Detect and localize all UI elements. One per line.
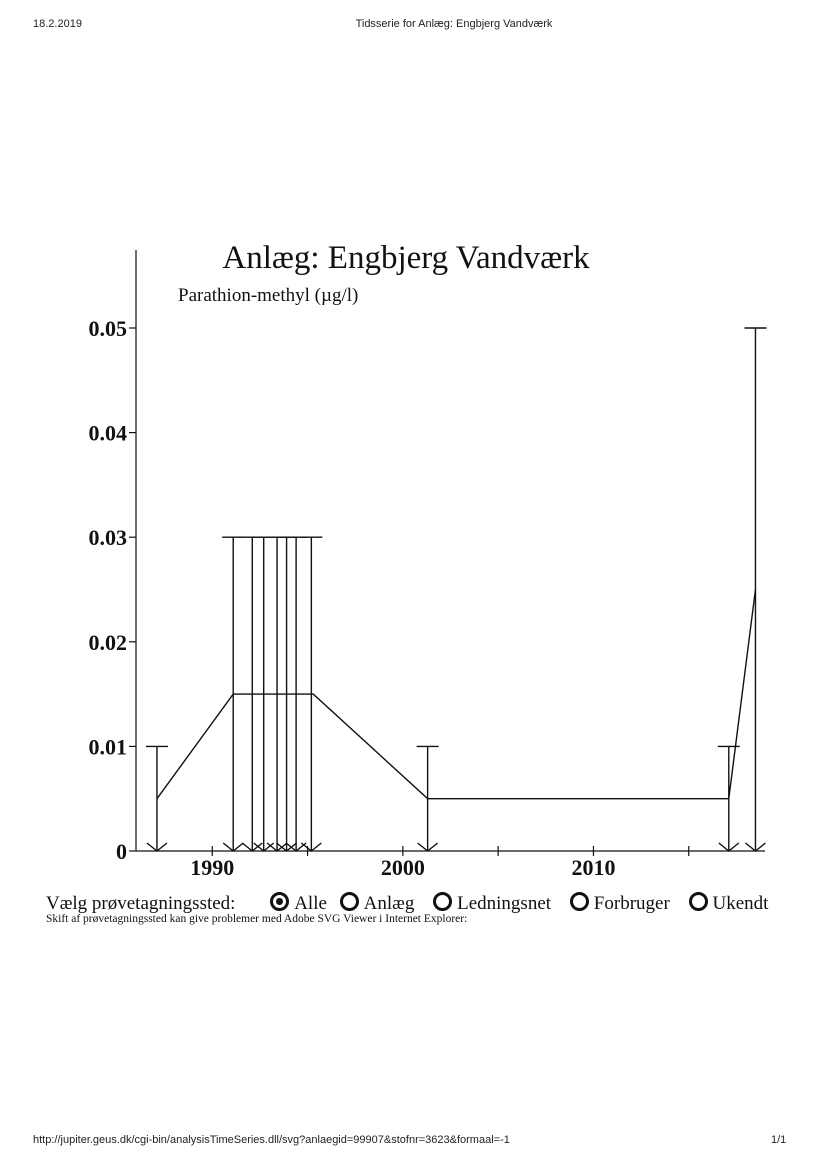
chart-title: Anlæg: Engbjerg Vandværk — [222, 240, 590, 276]
option-label: Forbruger — [593, 893, 670, 914]
y-tick-label: 0.05 — [89, 316, 128, 341]
print-page-number: 1/1 — [771, 1134, 787, 1146]
option-alle[interactable]: Alle — [270, 892, 327, 915]
option-anlaeg[interactable]: Anlæg — [339, 892, 415, 915]
radio-icon[interactable] — [569, 892, 589, 911]
below-detection-arrow — [146, 842, 168, 852]
y-tick-label: 0.04 — [89, 421, 128, 446]
option-forbruger[interactable]: Forbruger — [569, 892, 670, 915]
selector-label: Vælg prøvetagningssted: — [46, 893, 236, 914]
below-detection-arrow — [417, 842, 439, 852]
x-tick-label: 1990 — [190, 855, 234, 880]
y-tick-label: 0.03 — [89, 525, 128, 550]
below-detection-arrow — [241, 842, 263, 852]
below-detection-arrow — [718, 842, 740, 852]
option-ukendt[interactable]: Ukendt — [688, 892, 769, 915]
x-tick-label: 2010 — [571, 855, 615, 880]
option-ledningsnet[interactable]: Ledningsnet — [433, 892, 551, 915]
option-label: Alle — [294, 893, 327, 914]
selector-note: Skift af prøvetagningssted kan give prob… — [46, 913, 468, 925]
below-detection-arrow — [222, 842, 244, 852]
sampling-site-selector: Vælg prøvetagningssted: Alle Anlæg Ledni… — [46, 892, 782, 915]
y-tick-label: 0.02 — [89, 630, 128, 655]
option-label: Ukendt — [712, 893, 769, 914]
series-line — [156, 589, 757, 800]
option-label: Ledningsnet — [457, 893, 552, 914]
below-detection-arrow — [266, 842, 288, 852]
y-axis-label: Parathion-methyl (µg/l) — [178, 285, 358, 306]
radio-icon[interactable] — [433, 892, 453, 911]
x-tick-label: 2000 — [381, 855, 425, 880]
y-tick-label: 0 — [116, 839, 127, 864]
below-detection-arrow — [300, 842, 322, 852]
below-detection-arrow — [745, 842, 766, 852]
y-tick-label: 0.01 — [89, 734, 128, 759]
option-label: Anlæg — [363, 893, 415, 914]
radio-selected-icon[interactable] — [270, 892, 290, 911]
below-detection-arrow — [285, 842, 307, 852]
below-detection-arrow — [276, 842, 298, 852]
radio-icon[interactable] — [339, 892, 359, 911]
print-url: http://jupiter.geus.dk/cgi-bin/analysisT… — [33, 1134, 510, 1146]
print-date: 18.2.2019 — [33, 18, 82, 30]
print-page-title: Tidsserie for Anlæg: Engbjerg Vandværk — [355, 18, 553, 30]
radio-icon[interactable] — [688, 892, 708, 911]
